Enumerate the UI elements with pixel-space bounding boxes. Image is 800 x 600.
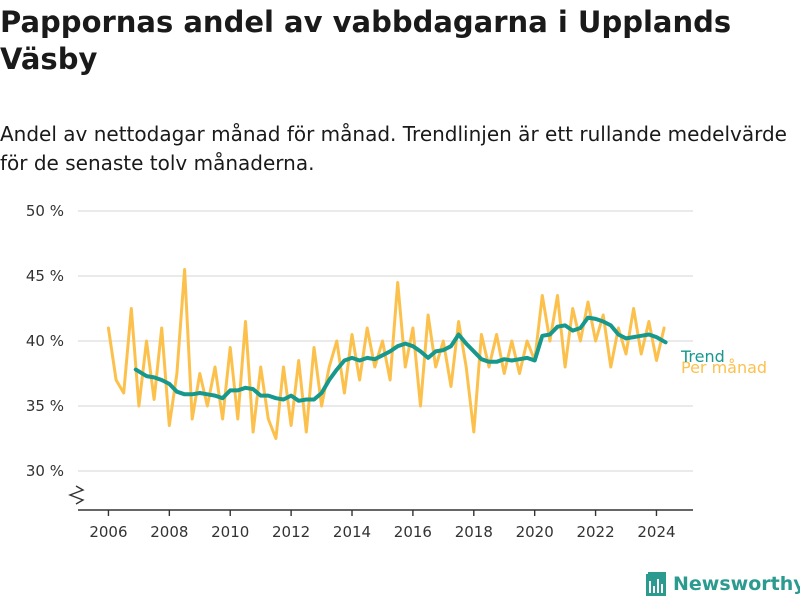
x-tick-label: 2010 (211, 523, 249, 541)
chart-subtitle: Andel av nettodagar månad för månad. Tre… (0, 122, 787, 175)
x-axis-tick-labels: 2006 2008 2010 2012 2014 2016 2018 2020 2022 2024 (89, 510, 676, 541)
monthly-series-line (106, 268, 666, 440)
newsworthy-logo-icon (646, 572, 666, 596)
trend-series-line (133, 315, 668, 403)
y-tick-label: 50 % (26, 202, 64, 220)
y-tick-label: 40 % (26, 332, 64, 350)
brand-name: Newsworthy (673, 573, 800, 595)
series-lines (106, 268, 668, 440)
x-tick-label: 2012 (272, 523, 310, 541)
x-tick-label: 2022 (576, 523, 614, 541)
y-tick-label: 45 % (26, 267, 64, 285)
x-tick-label: 2016 (394, 523, 432, 541)
x-tick-label: 2024 (637, 523, 675, 541)
x-tick-label: 2008 (150, 523, 188, 541)
y-tick-label: 35 % (26, 397, 64, 415)
chart-title: Pappornas andel av vabbdagarna i Uppland… (0, 5, 732, 76)
y-axis-tick-labels: 30 % 35 % 40 % 45 % 50 % (26, 202, 64, 480)
monthly-series-label: Per månad (681, 358, 767, 377)
axis-break-icon (68, 485, 85, 505)
grid-lines (78, 210, 693, 472)
y-tick-label: 30 % (26, 462, 64, 480)
x-tick-label: 2006 (89, 523, 127, 541)
trend-series-label: Trend (680, 347, 725, 366)
brand-logo: Newsworthy (645, 570, 800, 598)
x-tick-label: 2020 (516, 523, 554, 541)
x-tick-label: 2018 (455, 523, 493, 541)
axes (68, 485, 693, 511)
x-tick-label: 2014 (333, 523, 371, 541)
